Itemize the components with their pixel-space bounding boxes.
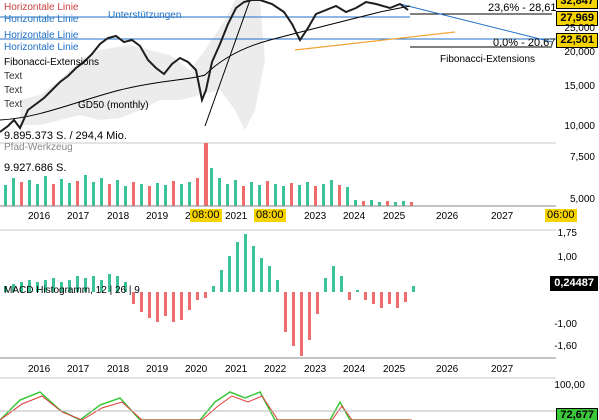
year-2025-top: 2025 (383, 211, 406, 222)
year-2022-bottom: 2022 (264, 364, 287, 375)
year-2019-bottom: 2019 (146, 364, 169, 375)
price-path (0, 0, 409, 133)
fib-level-236: 23,6% - 28,61 (488, 2, 557, 14)
year-2027-top: 2027 (491, 211, 514, 222)
horiz-line-label-3[interactable]: Horizontale Linie (4, 30, 79, 41)
trend-line-desc (399, 3, 553, 43)
gd50-curve (0, 5, 411, 121)
text-label-1[interactable]: Text (4, 71, 23, 82)
fib-extensions-label-right[interactable]: Fibonacci-Extensions (440, 54, 536, 65)
year-2026-bottom: 2026 (436, 364, 459, 375)
time-label-2: 08:00 (254, 209, 286, 222)
price-tag-top: 32,847 (556, 0, 598, 9)
rsi-axis-100: 100,00 (554, 380, 585, 391)
text-label-2[interactable]: Text (4, 85, 23, 96)
gd50-label[interactable]: GD50 (monthly) (78, 100, 149, 111)
year-2024-bottom: 2024 (343, 364, 366, 375)
year-2020-bottom: 2020 (185, 364, 208, 375)
time-label-1: 08:00 (190, 209, 222, 222)
fib-orange-line (294, 31, 456, 51)
year-2018-top: 2018 (107, 211, 130, 222)
rsi-current-tag: 72,677 (556, 408, 598, 420)
macd-label[interactable]: MACD Histogramm, 12 | 26 | 9 (4, 285, 140, 296)
price-axis-label-10000: 10,000 (564, 121, 595, 132)
support-label[interactable]: Unterstützungen (108, 10, 182, 21)
year-2016-bottom: 2016 (28, 364, 51, 375)
price-tag-current: 27,969 (556, 11, 598, 26)
year-2019-top: 2019 (146, 211, 169, 222)
time-label-3: 06:00 (545, 209, 577, 222)
macd-axis-100: 1,00 (557, 252, 577, 263)
macd-axis-neg100: -1,00 (554, 319, 577, 330)
price-axis-label-15000: 15,000 (564, 81, 595, 92)
year-2018-bottom: 2018 (107, 364, 130, 375)
price-axis-label-7500: 7,500 (569, 152, 595, 163)
year-2024-top: 2024 (343, 211, 366, 222)
pfad-label[interactable]: Pfad-Werkzeug (4, 142, 73, 153)
year-2026-top: 2026 (436, 211, 459, 222)
year-2017-top: 2017 (67, 211, 90, 222)
macd-axis-175: 1,75 (557, 228, 577, 239)
horiz-line-label-2[interactable]: Horizontale Linie (4, 14, 79, 25)
year-2017-bottom: 2017 (67, 364, 90, 375)
support-line (204, 0, 251, 127)
year-2021-bottom: 2021 (225, 364, 248, 375)
macd-histogram (4, 234, 415, 356)
year-2023-top: 2023 (304, 211, 327, 222)
price-tag-level: 22,501 (556, 33, 598, 48)
year-2021-top: 2021 (225, 211, 248, 222)
year-2016-top: 2016 (28, 211, 51, 222)
price-axis-label-20000: 20,000 (564, 47, 595, 58)
macd-axis-neg160: -1,60 (554, 341, 577, 352)
volume-bars (4, 143, 413, 206)
year-2025-bottom: 2025 (383, 364, 406, 375)
volume-bottom-label: 9.927.686 S. (4, 162, 67, 174)
price-axis-label-5000: 5,000 (569, 194, 595, 205)
fib-level-0: 0,0% - 20,67 (493, 37, 556, 49)
horiz-line-label-1[interactable]: Horizontale Linie (4, 2, 79, 13)
year-2027-bottom: 2027 (491, 364, 514, 375)
fib-extensions-label[interactable]: Fibonacci-Extensions (4, 57, 100, 68)
text-label-3[interactable]: Text (4, 99, 23, 110)
rsi-line-red (0, 395, 412, 420)
horiz-line-label-4[interactable]: Horizontale Linie (4, 42, 79, 53)
year-2023-bottom: 2023 (304, 364, 327, 375)
shaded-area (20, 0, 265, 130)
macd-current-tag: 0,24487 (550, 276, 598, 291)
volume-top-label: 9.895.373 S. / 294,4 Mio. (4, 130, 127, 142)
price-axis-label-25000: 25,000 (564, 23, 595, 34)
